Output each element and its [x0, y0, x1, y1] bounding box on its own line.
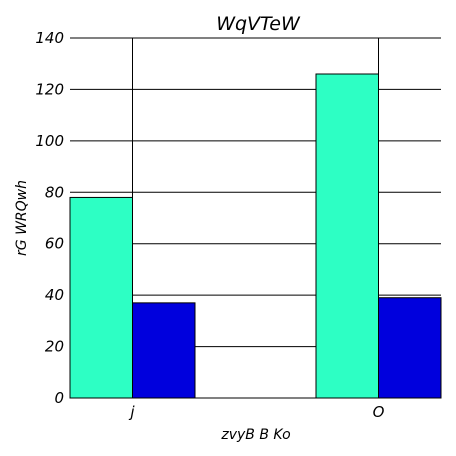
- x-tick-label: j: [128, 403, 135, 421]
- y-tick-label: 120: [35, 80, 64, 98]
- y-tick-label: 100: [35, 132, 64, 150]
- y-tick-label: 20: [45, 338, 64, 356]
- y-tick-label: 140: [35, 29, 64, 47]
- y-tick-labels: 0 20 40 60 80 100 120 140: [35, 29, 64, 407]
- y-axis-label: rG WRQwh: [14, 180, 30, 256]
- bars: [69, 73, 442, 399]
- y-tick-label: 0: [54, 389, 64, 407]
- chart-title: WqVTeW: [216, 13, 301, 35]
- bar: [69, 196, 133, 399]
- bar: [378, 297, 442, 399]
- bar: [315, 73, 379, 399]
- x-axis-label: zvyB B Ko: [220, 427, 290, 443]
- y-tick-label: 40: [45, 286, 64, 304]
- y-tick-label: 60: [45, 235, 64, 253]
- x-tick-label: O: [373, 403, 385, 421]
- y-tick-label: 80: [45, 183, 64, 201]
- bar: [132, 302, 196, 399]
